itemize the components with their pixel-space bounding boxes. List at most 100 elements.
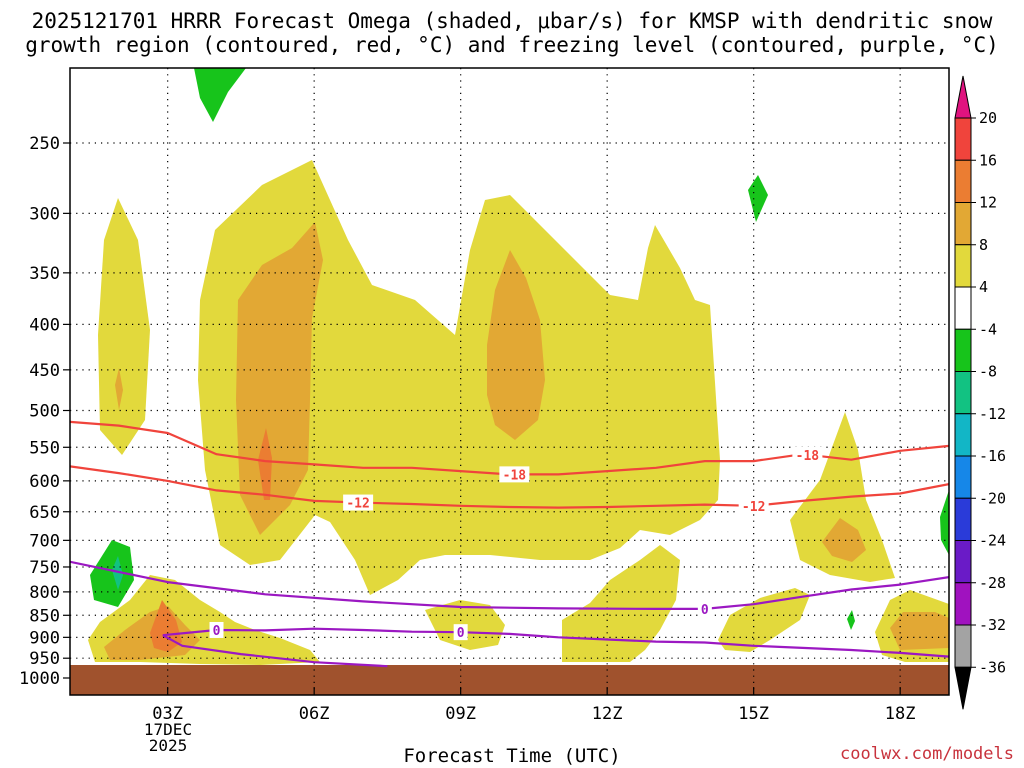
omega-shaded-field: [88, 68, 949, 665]
x-date-year: 2025: [148, 736, 188, 755]
y-axis-ticks: 2503003504004505005506006507007508008509…: [19, 134, 70, 689]
colorbar-tick-label: 4: [979, 278, 988, 296]
colorbar-bin: [954, 413, 972, 457]
omega-region-neg4to-8: [90, 540, 134, 607]
colorbar-bin: [954, 624, 972, 668]
contour-label: 0: [213, 624, 221, 639]
colorbar-bin: [954, 159, 972, 203]
omega-region-12to16: [150, 600, 182, 652]
omega-region-4to8: [718, 588, 810, 652]
colorbar-bin: [954, 455, 972, 499]
omega-region-neg4to-8: [940, 490, 949, 555]
y-tick-label: 600: [29, 472, 60, 492]
colorbar-bin: [954, 371, 972, 415]
colorbar-bin: [954, 582, 972, 626]
y-tick-label: 250: [29, 134, 60, 154]
omega-region-neg4to-8: [847, 610, 855, 630]
omega-region-8to12: [236, 222, 323, 535]
omega-region-8to12: [890, 612, 949, 650]
site-credit: coolwx.com/models: [840, 744, 1014, 764]
colorbar-tick-label: -16: [979, 447, 1006, 465]
x-date-month: 17DEC: [143, 720, 193, 739]
contour-label-bg: [792, 446, 823, 463]
colorbar-tick-label: 16: [979, 151, 997, 169]
colorbar-tick-label: -28: [979, 574, 1006, 592]
omega-region-12to16: [258, 428, 272, 500]
contour-line: [70, 560, 949, 611]
colorbar-bin: [954, 540, 972, 584]
colorbar-tick-label: -36: [979, 658, 1006, 676]
x-tick-label: 09Z: [445, 704, 476, 724]
colorbar-bin: [954, 497, 972, 541]
contour-label-bg: [499, 466, 530, 483]
contour-label: -18: [503, 468, 527, 483]
colorbar-tick-label: -24: [979, 532, 1006, 550]
contour-line: [70, 465, 949, 509]
y-tick-label: 400: [29, 315, 60, 335]
omega-region-neg4to-8: [194, 68, 246, 122]
colorbar-tick-label: -4: [979, 320, 997, 338]
omega-region-8to12: [822, 518, 866, 562]
contour-line: [162, 634, 388, 668]
y-tick-label: 1000: [19, 669, 60, 689]
y-tick-label: 750: [29, 558, 60, 578]
x-tick-label: 06Z: [299, 704, 330, 724]
y-tick-label: 900: [29, 628, 60, 648]
omega-region-4to8: [562, 545, 680, 662]
contour-label-bg: [209, 621, 224, 638]
omega-region-4to8: [198, 160, 720, 595]
colorbar-tick-label: -8: [979, 363, 997, 381]
colorbar-tick-label: 20: [979, 109, 997, 127]
x-tick-label: 15Z: [738, 704, 769, 724]
y-tick-label: 450: [29, 361, 60, 381]
contour-label: -12: [346, 497, 369, 512]
contour-label: -18: [796, 449, 820, 464]
x-axis-ticks: 03Z 06Z 09Z 12Z 15Z 18Z: [152, 687, 916, 724]
chart-title-line-1: 2025121701 HRRR Forecast Omega (shaded, …: [31, 9, 993, 33]
colorbar-bin: [954, 666, 972, 710]
y-tick-label: 850: [29, 606, 60, 626]
colorbar-tick-label: -32: [979, 616, 1006, 634]
colorbar-bin: [954, 117, 972, 161]
colorbar-tick-label: -12: [979, 405, 1006, 423]
y-tick-label: 500: [29, 402, 60, 422]
colorbar-bin: [954, 244, 972, 288]
y-tick-label: 300: [29, 204, 60, 224]
colorbar-tick-label: -20: [979, 489, 1006, 507]
y-tick-label: 950: [29, 649, 60, 669]
contour-label: 0: [457, 626, 465, 641]
colorbar-bin: [954, 286, 972, 330]
omega-region-8to12: [115, 368, 123, 410]
x-tick-label: 03Z: [152, 704, 183, 724]
contour-label-bg: [697, 600, 712, 617]
contour-label-bg: [453, 624, 468, 641]
colorbar-tick-label: 12: [979, 194, 997, 212]
y-tick-label: 350: [29, 264, 60, 284]
contour-label-bg: [343, 494, 374, 511]
y-tick-label: 800: [29, 583, 60, 603]
omega-region-8to12: [487, 250, 545, 440]
omega-region-4to8: [98, 198, 150, 455]
contour-line: [162, 627, 949, 658]
omega-region-neg8to-12: [112, 556, 123, 590]
terrain-ground: [70, 665, 949, 695]
colorbar-bin: [954, 75, 972, 119]
plot-frame: [69, 67, 950, 696]
contour-labels: -18 -18 -12 -12 0 0 0: [209, 446, 823, 641]
x-tick-label: 18Z: [885, 704, 916, 724]
colorbar-bin: [954, 328, 972, 372]
x-tick-label: 12Z: [592, 704, 623, 724]
y-tick-label: 700: [29, 531, 60, 551]
colorbar-tick-label: 8: [979, 236, 988, 254]
colorbar-bin: [954, 202, 972, 246]
colorbar: 20 16 12 8 4 -4 -8 -12 -16 -20 -24 -28 -32 -36: [954, 75, 1006, 710]
contour-label: -12: [742, 500, 765, 515]
x-axis-label: Forecast Time (UTC): [403, 745, 621, 767]
chart-title-line-2: growth region (contoured, red, °C) and f…: [25, 33, 999, 57]
contour-label: 0: [701, 603, 709, 618]
y-tick-label: 650: [29, 503, 60, 523]
contour-label-bg: [738, 497, 769, 514]
omega-region-neg4to-8: [748, 175, 768, 222]
y-tick-label: 550: [29, 438, 60, 458]
